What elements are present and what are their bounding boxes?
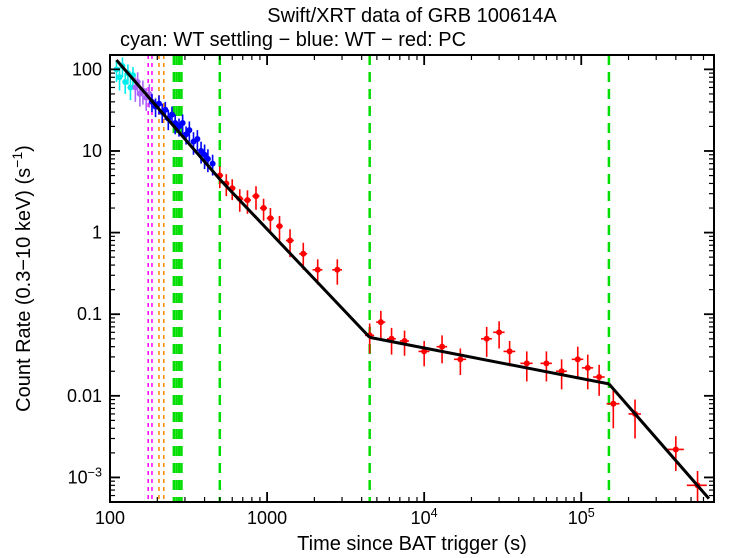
svg-text:0.1: 0.1 [77,304,102,324]
chart-container: 100100010410510−30.010.1110100Swift/XRT … [0,0,746,558]
chart-subtitle: cyan: WT settling − blue: WT − red: PC [120,29,466,51]
svg-text:1000: 1000 [247,508,287,528]
svg-text:100: 100 [95,508,125,528]
x-axis-label: Time since BAT trigger (s) [297,533,527,555]
y-axis-label: Count Rate (0.3−10 keV) (s−1) [9,145,35,412]
svg-text:100: 100 [72,59,102,79]
svg-text:10: 10 [82,141,102,161]
svg-text:0.01: 0.01 [67,386,102,406]
chart-title: Swift/XRT data of GRB 100614A [267,5,557,27]
svg-text:1: 1 [92,223,102,243]
chart-svg: 100100010410510−30.010.1110100Swift/XRT … [0,0,746,558]
